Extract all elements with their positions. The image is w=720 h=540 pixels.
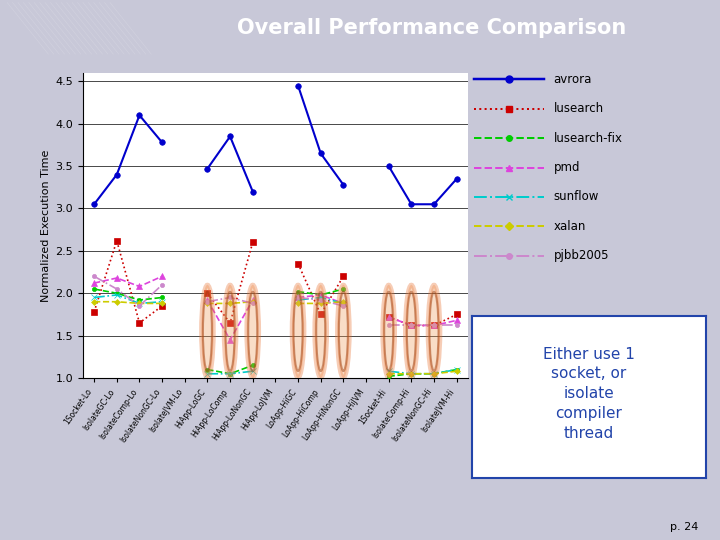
Text: sunflow: sunflow <box>554 191 599 204</box>
Text: pjbb2005: pjbb2005 <box>554 249 609 262</box>
Text: Either use 1
socket, or
isolate
compiler
thread: Either use 1 socket, or isolate compiler… <box>543 347 634 441</box>
Y-axis label: Normalized Execution Time: Normalized Execution Time <box>41 149 51 302</box>
Text: pmd: pmd <box>554 161 580 174</box>
Text: p. 24: p. 24 <box>670 522 698 532</box>
Ellipse shape <box>224 285 236 378</box>
Text: xalan: xalan <box>554 220 586 233</box>
Ellipse shape <box>246 285 259 378</box>
Ellipse shape <box>292 285 305 378</box>
Ellipse shape <box>428 285 440 378</box>
Text: Overall Performance Comparison: Overall Performance Comparison <box>238 18 626 38</box>
Ellipse shape <box>337 285 350 378</box>
Ellipse shape <box>315 285 327 378</box>
Ellipse shape <box>382 285 395 378</box>
Text: lusearch-fix: lusearch-fix <box>554 132 623 145</box>
Text: lusearch: lusearch <box>554 102 604 115</box>
Text: avrora: avrora <box>554 72 592 85</box>
Ellipse shape <box>201 285 214 378</box>
Ellipse shape <box>405 285 418 378</box>
